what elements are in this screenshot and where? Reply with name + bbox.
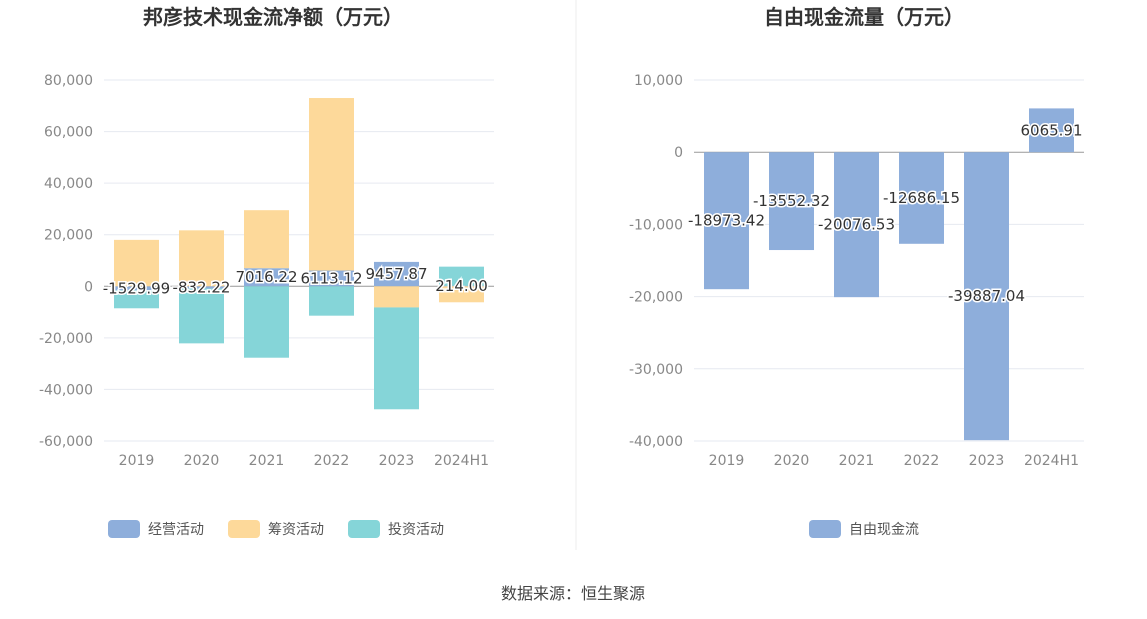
y-tick-label: -60,000 — [39, 434, 93, 450]
y-tick-label: -30,000 — [629, 362, 683, 378]
right-bars — [704, 108, 1074, 441]
x-tick-label: 2023 — [379, 453, 415, 469]
right-legend: 自由现金流 — [809, 520, 919, 538]
bar-2021-series-0 — [834, 152, 879, 298]
bar-2024H1-series-1 — [439, 286, 484, 303]
y-tick-label: -20,000 — [39, 331, 93, 347]
bar-2022-series-1 — [309, 98, 354, 271]
data-label: 214.00 — [435, 277, 488, 295]
legend-label: 自由现金流 — [849, 522, 919, 538]
cashflow-net-chart: 邦彦技术现金流净额（万元） 80,00060,00040,00020,0000-… — [39, 5, 494, 538]
legend-swatch — [809, 520, 841, 538]
x-tick-label: 2024H1 — [434, 453, 489, 469]
x-tick-label: 2020 — [184, 453, 220, 469]
legend-item[interactable]: 自由现金流 — [809, 520, 919, 538]
bar-2021-series-2 — [244, 286, 289, 358]
bar-2023-series-0 — [374, 261, 419, 287]
right-data-labels: -18973.42 -13552.32 -20076.53 -12686.15 -398… — [687, 120, 1085, 307]
free-cashflow-chart: 自由现金流量（万元） 10,000 0 -10,000 -20,000 -30,000 -… — [629, 5, 1084, 538]
legend-item[interactable]: 筹资活动 — [228, 520, 324, 538]
bar-2019-series-0 — [704, 152, 749, 290]
bar-2020-series-1 — [179, 230, 224, 287]
y-tick-label: 10,000 — [634, 73, 683, 89]
y-tick-label: 20,000 — [44, 228, 93, 244]
left-grid: 80,000 60,000 40,000 20,000 0 -20,000 -40,000 -… — [39, 73, 494, 469]
x-tick-label: 2020 — [774, 453, 810, 469]
bar-2020-series-0 — [769, 152, 814, 251]
bar-2021-series-1 — [244, 210, 289, 269]
right-chart-title: 自由现金流量（万元） — [764, 5, 964, 29]
bar-2019-series-1 — [114, 239, 159, 287]
data-label: 9457.87 — [365, 265, 427, 283]
right-grid: 10,000 0 -10,000 -20,000 -30,000 -40,000 2019 2… — [629, 73, 1084, 469]
bar-2023-series-0 — [964, 152, 1009, 441]
legend-label: 经营活动 — [148, 522, 204, 538]
bar-2019-series-2 — [114, 290, 159, 309]
legend-swatch — [108, 520, 140, 538]
source-note: 数据来源：恒生聚源 — [501, 584, 645, 603]
y-tick-label: 80,000 — [44, 73, 93, 89]
data-label: 7016.22 — [235, 268, 297, 286]
x-tick-label: 2024H1 — [1024, 453, 1079, 469]
left-chart-title: 邦彦技术现金流净额（万元） — [143, 5, 403, 29]
bar-2024H1-series-0 — [439, 285, 484, 287]
x-tick-label: 2019 — [709, 453, 745, 469]
legend-swatch — [348, 520, 380, 538]
bar-2024H1-series-0 — [1029, 108, 1074, 153]
data-label: 6065.91 — [1020, 121, 1082, 139]
legend-swatch — [228, 520, 260, 538]
bar-2020-series-0 — [179, 286, 224, 289]
bar-2023-series-2 — [374, 307, 419, 410]
x-tick-label: 2022 — [314, 453, 350, 469]
data-label: 6113.12 — [300, 269, 362, 287]
data-label: -12686.15 — [883, 189, 960, 207]
legend-item[interactable]: 投资活动 — [348, 520, 444, 538]
x-tick-label: 2021 — [249, 453, 285, 469]
legend-item[interactable]: 经营活动 — [108, 520, 204, 538]
bar-2022-series-0 — [309, 270, 354, 287]
bar-2021-series-0 — [244, 268, 289, 287]
data-label: -1529.99 — [103, 279, 170, 297]
bar-2024H1-series-2 — [439, 266, 484, 286]
data-label: -20076.53 — [818, 216, 895, 234]
x-tick-label: 2022 — [904, 453, 940, 469]
y-tick-label: -40,000 — [629, 434, 683, 450]
bar-2023-series-1 — [374, 286, 419, 308]
left-legend: 经营活动 筹资活动 投资活动 — [108, 520, 444, 538]
bar-2019-series-0 — [114, 286, 159, 291]
left-bars — [114, 98, 484, 410]
data-label: -13552.32 — [753, 192, 830, 210]
legend-label: 投资活动 — [388, 522, 444, 538]
data-label: -18973.42 — [688, 212, 765, 230]
y-tick-label: -20,000 — [629, 290, 683, 306]
bar-2022-series-2 — [309, 286, 354, 316]
bar-2022-series-0 — [899, 152, 944, 244]
x-tick-label: 2023 — [969, 453, 1005, 469]
y-tick-label: 60,000 — [44, 125, 93, 141]
y-tick-label: 40,000 — [44, 176, 93, 192]
y-tick-label: 0 — [84, 279, 93, 295]
data-label: -39887.04 — [948, 287, 1025, 305]
y-tick-label: 0 — [674, 145, 683, 161]
bar-2020-series-2 — [179, 288, 224, 344]
y-tick-label: -40,000 — [39, 382, 93, 398]
legend-label: 筹资活动 — [268, 521, 324, 538]
y-tick-label: -10,000 — [629, 217, 683, 233]
x-tick-label: 2019 — [119, 453, 155, 469]
x-tick-label: 2021 — [839, 453, 875, 469]
data-label: -832.22 — [173, 278, 231, 296]
